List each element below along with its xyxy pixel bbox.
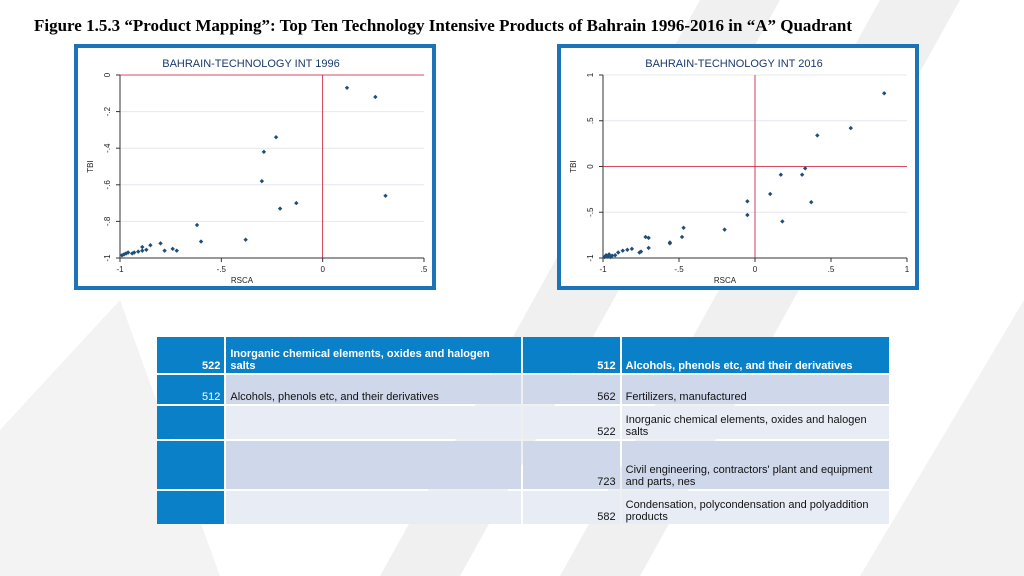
data-point [194,222,200,228]
data-point [802,166,808,171]
table-cell-name [226,406,521,439]
data-point [745,199,750,204]
y-tick-label: -1 [586,254,595,262]
data-point [609,253,615,258]
data-point [809,199,814,205]
table-cell-name: Fertilizers, manufactured [621,375,889,404]
data-point [778,172,784,177]
y-tick-label: 1 [586,72,595,77]
y-axis-label: TBI [569,160,578,172]
table-cell-name: Alcohols, phenols etc, and their derivat… [226,375,521,404]
data-point [383,193,388,198]
table-cell-name: Alcohols, phenols etc, and their derivat… [621,337,889,373]
data-point [344,85,350,91]
y-tick-label: .5 [586,117,595,124]
data-point [198,239,204,244]
x-tick-label: .5 [421,265,428,274]
table-cell-code: 512 [522,337,620,373]
x-tick-label: -1 [599,265,607,274]
table-cell-name: Condensation, polycondensation and polya… [621,491,889,524]
table-cell-code: 512 [157,375,225,404]
data-point [620,248,625,253]
table-cell-name: Inorganic chemical elements, oxides and … [621,406,889,439]
y-tick-label: -.8 [103,216,112,226]
chart-panel-2016: BAHRAIN-TECHNOLOGY INT 2016 -1 -.5 0 .5 1 -1 -.… [557,44,919,290]
x-tick-label: 0 [320,265,325,274]
data-point [144,247,149,252]
data-point [629,246,635,252]
chart-title: BAHRAIN-TECHNOLOGY INT 2016 [645,58,822,70]
y-axis-label: TBI [86,160,95,172]
x-tick-label: -.5 [674,265,684,274]
y-tick-label: 0 [586,164,595,169]
table-cell-code [157,406,225,439]
data-point [170,246,175,252]
scatter-chart-1996: BAHRAIN-TECHNOLOGY INT 1996 -1 -.5 0 .5 -1 -.8… [78,48,432,286]
table-cell-name: Civil engineering, contractors' plant an… [621,441,889,489]
data-point [277,206,283,211]
data-point [140,244,145,250]
data-point [638,249,644,254]
table-cell-name [226,441,521,489]
y-tick-label: -.6 [103,180,112,190]
data-point [121,252,127,257]
x-tick-label: -1 [116,265,124,274]
scatter-chart-2016: BAHRAIN-TECHNOLOGY INT 2016 -1 -.5 0 .5 1 -1 -.… [561,48,915,286]
table-cell-code: 522 [522,406,620,439]
figure-title: Figure 1.5.3 “Product Mapping”: Top Ten … [34,16,853,35]
data-point [119,253,125,258]
x-tick-label: 1 [905,265,910,274]
data-point [148,242,153,248]
data-point [848,125,853,131]
x-axis-label: RSCA [714,276,737,285]
data-point [667,241,673,246]
data-point [273,135,279,140]
x-tick-label: .5 [828,265,835,274]
table-cell-code: 723 [522,441,620,489]
x-tick-label: 0 [753,265,758,274]
table-cell-code [157,491,225,524]
chart-background [78,48,432,286]
table-cell-code: 582 [522,491,620,524]
data-point [131,250,137,255]
x-tick-label: -.5 [217,265,227,274]
data-point [162,248,167,253]
data-point [259,178,265,184]
data-point [882,91,887,96]
data-point [373,94,378,100]
data-point [125,250,131,255]
data-point [136,249,141,254]
chart-panel-1996: BAHRAIN-TECHNOLOGY INT 1996 -1 -.5 0 .5 -1 -.8… [74,44,436,290]
products-table: 522 Inorganic chemical elements, oxides … [155,335,891,526]
y-tick-label: -1 [103,254,112,262]
chart-title: BAHRAIN-TECHNOLOGY INT 1996 [162,58,339,70]
chart-background [561,48,915,286]
table-cell-code: 562 [522,375,620,404]
table-header-row: 522 Inorganic chemical elements, oxides … [157,337,889,373]
data-point [799,172,805,177]
data-point [174,248,179,253]
data-point [243,237,248,242]
y-tick-label: -.5 [586,207,595,217]
data-point [294,200,299,206]
data-point [158,241,163,246]
table-row: 582 Condensation, polycondensation and p… [157,491,889,524]
y-tick-label: -.2 [103,106,112,116]
y-tick-label: -.4 [103,143,112,153]
data-point [261,149,267,155]
table-cell-name [226,491,521,524]
table-cell-code: 522 [157,337,225,373]
table-row: 522 Inorganic chemical elements, oxides … [157,406,889,439]
table-row: 723 Civil engineering, contractors' plan… [157,441,889,489]
table-row: 512 Alcohols, phenols etc, and their der… [157,375,889,404]
table-cell-name: Inorganic chemical elements, oxides and … [226,337,521,373]
table-cell-code [157,441,225,489]
x-axis-label: RSCA [231,276,254,285]
y-tick-label: 0 [103,72,112,77]
